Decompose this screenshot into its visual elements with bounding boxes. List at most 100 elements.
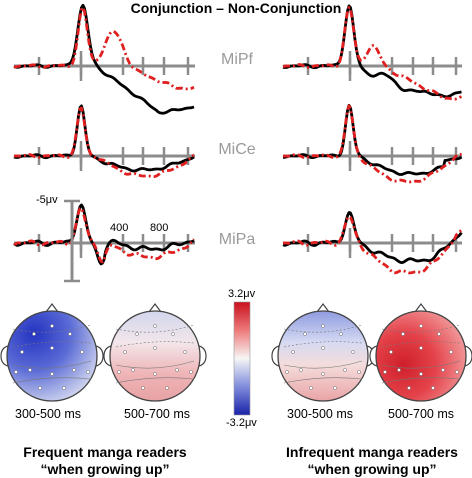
topomap-frequent-500-700-electrode-7 <box>175 368 179 372</box>
topomap-infrequent-500-700-scalp <box>375 310 467 402</box>
topomap-frequent-500-700-electrode-5 <box>183 350 187 354</box>
topomap-frequent-500-700-electrode-8 <box>153 372 157 376</box>
topomap-infrequent-500-700-electrode-11 <box>383 370 387 374</box>
waveform-black-mipf-right <box>282 4 462 99</box>
topomap-infrequent-500-700-contour-3 <box>381 360 461 369</box>
topomap-infrequent-300-500-electrode-1 <box>303 332 307 336</box>
waveform-red-mice-right <box>283 104 462 184</box>
topomap-frequent-300-500-electrode-11 <box>14 370 18 374</box>
topomap-infrequent-500-700-ear-left <box>369 345 378 367</box>
topomap-infrequent-500-700-electrode-2 <box>437 332 441 336</box>
waveform-red-mipf-left <box>13 6 195 91</box>
amplitude-scale-label: -5μv <box>36 194 58 206</box>
topomap-infrequent-500-700-electrode-10 <box>431 386 435 390</box>
topomap-infrequent-300-500-electrode-8 <box>321 372 325 376</box>
topomap-frequent-500-700-electrode-0 <box>153 324 157 328</box>
group-label-infrequent-line2: “when growing up” <box>307 461 437 477</box>
topomap-infrequent-500-700-electrode-3 <box>389 350 393 354</box>
topomap-frequent-300-500-contour-4 <box>12 377 92 384</box>
topomap-infrequent-500-700-electrode-9 <box>407 386 411 390</box>
topomap-infrequent-300-500-electrode-11 <box>285 370 289 374</box>
topomap-infrequent-300-500-electrode-5 <box>351 350 355 354</box>
topomap-frequent-300-500-scalp <box>6 310 98 402</box>
topomap-frequent-500-700-ear-left <box>103 345 112 367</box>
time-window-left-1: 300-500 ms <box>15 407 82 421</box>
topomap-infrequent-300-500-ear-left <box>271 345 280 367</box>
waveform-red-mice-left <box>13 106 195 179</box>
topomap-frequent-500-700-electrode-12 <box>189 370 193 374</box>
topomap-frequent-300-500-electrode-2 <box>68 332 72 336</box>
topomap-infrequent-300-500-nose <box>316 303 330 313</box>
topomap-infrequent-300-500-contour-4 <box>283 377 363 384</box>
topomap-frequent-500-700-electrode-6 <box>131 368 135 372</box>
time-tick-800: 800 <box>150 222 169 234</box>
electrode-label-mipa: MiPa <box>218 231 256 248</box>
topomap-infrequent-300-500-scalp <box>277 310 369 402</box>
time-window-right-2: 500-700 ms <box>388 407 455 421</box>
electrode-label-mipf: MiPf <box>221 51 253 68</box>
topomap-frequent-500-700-contour-3 <box>115 360 195 369</box>
waveform-black-mipa-right <box>282 211 463 264</box>
time-window-right-1: 300-500 ms <box>287 407 354 421</box>
electrode-label-mice: MiCe <box>218 141 256 158</box>
time-window-left-2: 500-700 ms <box>124 407 191 421</box>
colorbar-min-label: -3.2μv <box>226 417 257 429</box>
group-label-frequent: Frequent manga readers “when growing up” <box>5 444 205 478</box>
figure-title: Conjunction – Non-Conjunction <box>130 0 342 16</box>
topomap-frequent-300-500-contour-3 <box>12 360 92 369</box>
topomap-infrequent-500-700-electrode-8 <box>419 372 423 376</box>
topomap-infrequent-300-500-electrode-10 <box>333 386 337 390</box>
topomap-frequent-500-700-electrode-2 <box>171 332 175 336</box>
topomap-frequent-300-500-electrode-12 <box>86 370 90 374</box>
group-label-frequent-line2: “when growing up” <box>40 461 170 477</box>
topomap-frequent-500-700-electrode-4 <box>153 346 157 350</box>
topomap-infrequent-500-700-electrode-5 <box>449 350 453 354</box>
topomap-frequent-500-700-scalp <box>109 310 201 402</box>
colorbar-max-label: 3.2μv <box>228 288 256 300</box>
group-label-frequent-line1: Frequent manga readers <box>23 444 187 460</box>
topomap-infrequent-500-700-electrode-1 <box>401 332 405 336</box>
waveform-red-mipa-left <box>13 207 196 264</box>
topomap-frequent-300-500-electrode-7 <box>72 368 76 372</box>
topomap-infrequent-300-500-electrode-2 <box>339 332 343 336</box>
waveform-black-mipf-left <box>13 3 195 115</box>
time-tick-400: 400 <box>110 222 129 234</box>
topomap-frequent-300-500-electrode-6 <box>28 368 32 372</box>
topomap-frequent-500-700-electrode-10 <box>165 386 169 390</box>
topomap-frequent-300-500-electrode-0 <box>50 324 54 328</box>
colorbar <box>233 301 251 416</box>
topomap-infrequent-500-700-electrode-6 <box>397 368 401 372</box>
topomap-frequent-300-500-electrode-3 <box>20 350 24 354</box>
topomap-frequent-300-500-ear-left <box>0 345 9 367</box>
topomap-frequent-300-500-electrode-8 <box>50 372 54 376</box>
topomap-infrequent-300-500-electrode-9 <box>309 386 313 390</box>
waveform-red-mipf-right <box>282 6 463 101</box>
waveform-black-mipa-left <box>13 203 195 266</box>
topomap-infrequent-500-700-electrode-7 <box>441 368 445 372</box>
topomap-infrequent-500-700-nose <box>414 303 428 313</box>
topomap-infrequent-500-700-electrode-4 <box>419 346 423 350</box>
topomap-frequent-300-500-electrode-5 <box>80 350 84 354</box>
waveform-black-mice-right <box>282 103 463 176</box>
topomap-frequent-300-500-electrode-10 <box>62 386 66 390</box>
topomap-frequent-300-500-nose <box>45 303 59 313</box>
topomap-frequent-500-700-electrode-9 <box>141 386 145 390</box>
topomap-frequent-500-700-electrode-3 <box>123 350 127 354</box>
topomap-infrequent-300-500-electrode-7 <box>343 368 347 372</box>
topomap-frequent-500-700-nose <box>148 303 162 313</box>
topomap-frequent-500-700-contour-4 <box>115 377 195 384</box>
topomap-frequent-500-700-ear-right <box>198 345 207 367</box>
topomap-infrequent-500-700-ear-right <box>464 345 472 367</box>
group-label-infrequent-line1: Infrequent manga readers <box>286 444 458 460</box>
topomap-infrequent-500-700-electrode-12 <box>455 370 459 374</box>
topomap-infrequent-300-500-contour-3 <box>283 360 363 369</box>
topomap-infrequent-300-500-electrode-4 <box>321 346 325 350</box>
topomap-frequent-300-500-ear-right <box>95 345 104 367</box>
topomap-infrequent-500-700-contour-4 <box>381 377 461 384</box>
waveform-red-mipa-right <box>282 215 463 275</box>
topomap-frequent-300-500-electrode-1 <box>32 332 36 336</box>
topomap-infrequent-300-500-electrode-3 <box>291 350 295 354</box>
group-label-infrequent: Infrequent manga readers “when growing u… <box>272 444 472 478</box>
topomap-frequent-300-500-electrode-9 <box>38 386 42 390</box>
